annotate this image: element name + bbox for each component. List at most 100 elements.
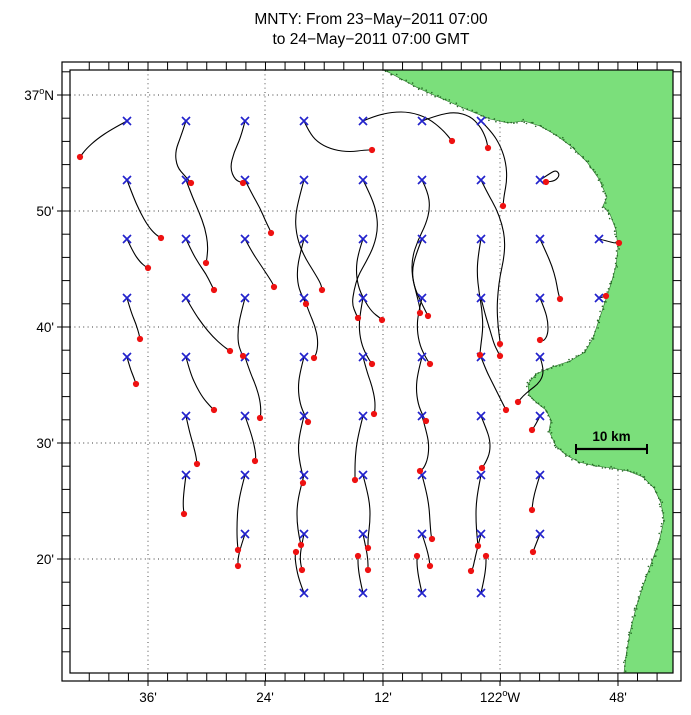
start-markers-layer bbox=[122, 116, 604, 598]
coastline-stipple-dot bbox=[623, 661, 625, 664]
trajectory-path bbox=[126, 179, 162, 239]
end-position-dot bbox=[136, 335, 144, 343]
coastline-stipple-dot bbox=[559, 365, 561, 367]
map-frame bbox=[61, 61, 682, 682]
trajectory-path bbox=[296, 238, 307, 305]
coastline-stipple-dot bbox=[595, 465, 597, 467]
coastline-stipple-dot bbox=[635, 604, 638, 607]
end-position-dot bbox=[413, 552, 421, 560]
coastline-stipple-dot bbox=[625, 654, 628, 657]
start-marker-x bbox=[358, 352, 368, 362]
coastline-stipple-dot bbox=[375, 63, 377, 65]
y-axis-tick-label: 20' bbox=[36, 552, 54, 567]
coastline-stipple-dot bbox=[651, 564, 653, 567]
coastline-stipple-dot bbox=[588, 342, 591, 344]
end-position-dot bbox=[448, 137, 456, 145]
coastline-stipple-dot bbox=[534, 373, 537, 375]
end-position-dot bbox=[528, 426, 536, 434]
coastline-stipple-dot bbox=[568, 358, 570, 361]
start-marker-x bbox=[535, 470, 545, 480]
coastline-stipple-dot bbox=[546, 368, 548, 371]
coastline-stipple-dot bbox=[549, 426, 552, 428]
coastline-stipple-dot bbox=[651, 562, 654, 565]
coastline-stipple-dot bbox=[597, 179, 600, 181]
coastline-stipple-dot bbox=[605, 202, 607, 204]
coastline-stipple-dot bbox=[617, 469, 619, 471]
coastline-stipple-dot bbox=[626, 652, 628, 654]
coastline-stipple-dot bbox=[639, 590, 641, 592]
coastline-stipple-dot bbox=[585, 160, 588, 162]
coastline-stipple-dot bbox=[623, 469, 625, 471]
coastline-stipple-dot bbox=[560, 448, 562, 451]
coastline-stipple-dot bbox=[530, 377, 533, 380]
trajectory-path bbox=[230, 120, 246, 184]
coastline-stipple-dot bbox=[495, 120, 497, 123]
coastline-stipple-dot bbox=[539, 124, 542, 127]
start-marker-x bbox=[417, 529, 427, 539]
coastline-stipple-dot bbox=[627, 640, 629, 643]
end-position-dot bbox=[234, 562, 242, 570]
coastline-stipple-dot bbox=[605, 195, 607, 197]
coastline-stipple-dot bbox=[623, 681, 625, 683]
start-marker-x bbox=[535, 529, 545, 539]
end-position-dot bbox=[496, 352, 504, 360]
start-marker-x bbox=[358, 293, 368, 303]
coastline-stipple-dot bbox=[561, 364, 564, 366]
coastline-stipple-dot bbox=[603, 301, 606, 303]
start-marker-x bbox=[181, 293, 191, 303]
end-position-dot bbox=[299, 479, 307, 487]
trajectory-path bbox=[244, 238, 275, 288]
start-marker-x bbox=[476, 234, 486, 244]
coastline-stipple-dot bbox=[529, 379, 531, 381]
coastline-stipple-dot bbox=[625, 647, 628, 649]
trajectory-path bbox=[421, 474, 433, 540]
y-axis-tick-label: 50' bbox=[36, 204, 54, 219]
coastline-stipple-dot bbox=[474, 111, 477, 114]
start-marker-x bbox=[476, 293, 486, 303]
end-position-dot bbox=[270, 283, 278, 291]
trajectory-path bbox=[244, 179, 272, 234]
coastline-stipple-dot bbox=[647, 482, 650, 485]
coastline-stipple-dot bbox=[638, 597, 640, 600]
coastline-stipple-dot bbox=[604, 192, 606, 195]
coastline-stipple-dot bbox=[623, 674, 625, 676]
coastline-stipple-dot bbox=[390, 73, 392, 76]
end-position-dot bbox=[536, 336, 544, 344]
coastline-stipple-dot bbox=[637, 596, 640, 598]
start-marker-x bbox=[122, 293, 132, 303]
coastline-stipple-dot bbox=[434, 95, 436, 98]
coastline-stipple-dot bbox=[642, 582, 644, 585]
scale-bar: 10 km bbox=[575, 429, 648, 454]
coastline-stipple-dot bbox=[571, 458, 573, 461]
trajectory-path bbox=[357, 555, 364, 594]
coastline-stipple-dot bbox=[627, 469, 629, 472]
trajectory-path bbox=[362, 474, 371, 549]
coastline-stipple-dot bbox=[647, 565, 650, 568]
coastline-stipple-dot bbox=[628, 631, 630, 634]
coastline-stipple-dot bbox=[604, 198, 607, 201]
x-axis-tick-label: 122oW bbox=[480, 688, 521, 705]
coastline-stipple-dot bbox=[549, 418, 552, 421]
coastline-stipple-dot bbox=[648, 570, 651, 573]
coastline-stipple-dot bbox=[498, 120, 501, 122]
coastline-stipple-dot bbox=[634, 614, 636, 617]
end-position-dot bbox=[426, 562, 434, 570]
start-marker-x bbox=[299, 411, 309, 421]
coastline-stipple-dot bbox=[658, 497, 660, 500]
trajectory-path bbox=[354, 415, 364, 481]
coastline-stipple-dot bbox=[635, 472, 638, 474]
coastline-stipple-dot bbox=[601, 185, 603, 188]
start-marker-x bbox=[299, 234, 309, 244]
coastline-stipple-dot bbox=[572, 146, 575, 149]
coastline-stipple-dot bbox=[618, 248, 620, 250]
end-position-dot bbox=[364, 566, 372, 574]
end-position-dot bbox=[496, 340, 504, 348]
start-marker-x bbox=[181, 116, 191, 126]
land-polygon bbox=[383, 70, 673, 673]
end-position-dot bbox=[318, 286, 326, 294]
coastline-stipple-dot bbox=[553, 444, 556, 447]
coastline-stipple-dot bbox=[637, 600, 639, 602]
coastline-stipple-dot bbox=[444, 98, 447, 101]
coastline-stipple-dot bbox=[599, 310, 601, 313]
